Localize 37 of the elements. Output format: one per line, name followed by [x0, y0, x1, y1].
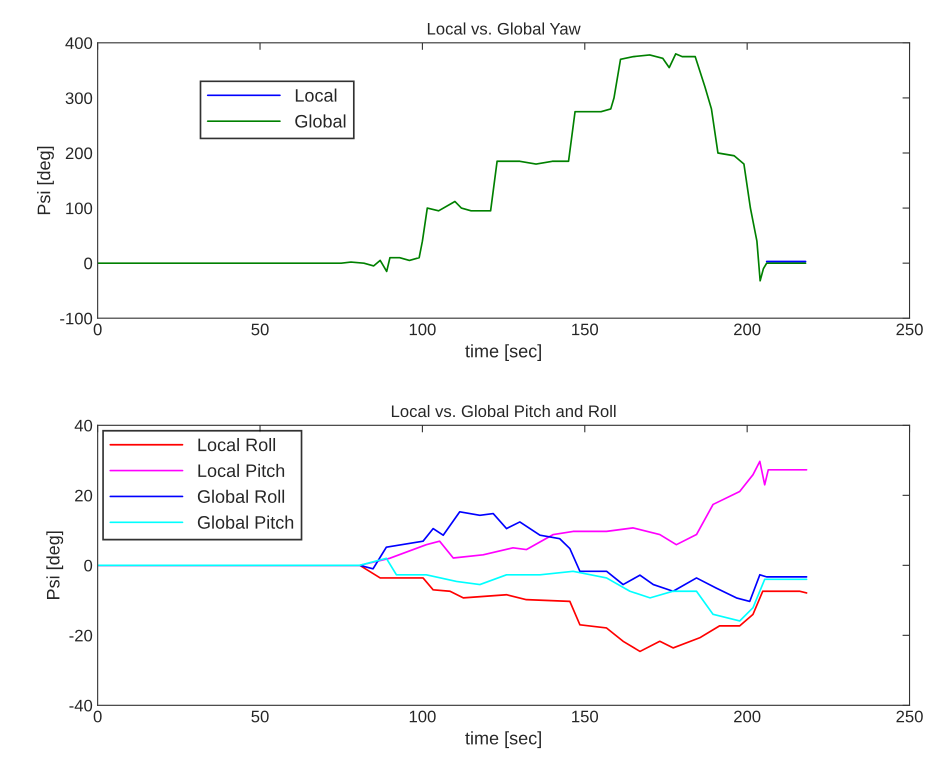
chart-title: Local vs. Global Yaw: [428, 22, 581, 35]
x-tick-label: 200: [734, 324, 760, 336]
x-tick-label: 150: [572, 710, 598, 722]
x-tick-label: 250: [896, 710, 923, 722]
y-tick-label: 200: [66, 147, 92, 160]
y-tick-label: 40: [74, 420, 92, 432]
x-tick-label: 200: [734, 710, 760, 722]
legend-label: Global Pitch: [198, 516, 294, 529]
legend-label: Local: [296, 88, 336, 102]
y-tick-label: -20: [69, 630, 92, 642]
y-tick-label: 0: [84, 560, 92, 572]
legend-label: Local Pitch: [198, 464, 284, 478]
y-tick-label: 300: [66, 92, 92, 104]
y-tick-label: -40: [69, 700, 92, 712]
x-axis-title: time [sec]: [465, 344, 541, 362]
y-axis-title: Psi [deg]: [46, 531, 64, 599]
legend-label: Global: [295, 114, 346, 128]
y-tick-label: 400: [65, 37, 92, 50]
y-tick-label: 0: [84, 258, 92, 270]
line-series: [98, 53, 806, 282]
x-axis-title: time [sec]: [465, 731, 541, 748]
y-axis-title: Psi [deg]: [37, 146, 54, 214]
y-tick-label: 100: [66, 202, 92, 214]
x-tick-label: 0: [94, 710, 102, 722]
x-tick-label: 100: [410, 324, 436, 336]
y-tick-label: 20: [75, 490, 92, 502]
x-tick-label: 150: [572, 324, 598, 336]
legend-label: Global Roll: [198, 490, 284, 503]
y-tick-label: -100: [60, 312, 92, 324]
x-tick-label: 50: [251, 710, 269, 722]
x-tick-label: 100: [410, 710, 436, 722]
chart-title: Local vs. Global Pitch and Roll: [392, 404, 616, 418]
legend-label: Local Roll: [198, 438, 276, 452]
x-tick-label: 50: [251, 324, 269, 336]
x-tick-label: 0: [94, 324, 102, 336]
x-tick-label: 250: [896, 324, 923, 336]
line-series: [98, 558, 808, 622]
